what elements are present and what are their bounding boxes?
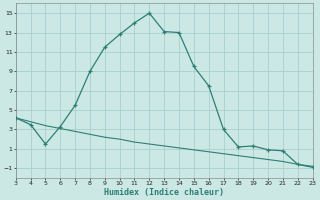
X-axis label: Humidex (Indice chaleur): Humidex (Indice chaleur) — [104, 188, 224, 197]
